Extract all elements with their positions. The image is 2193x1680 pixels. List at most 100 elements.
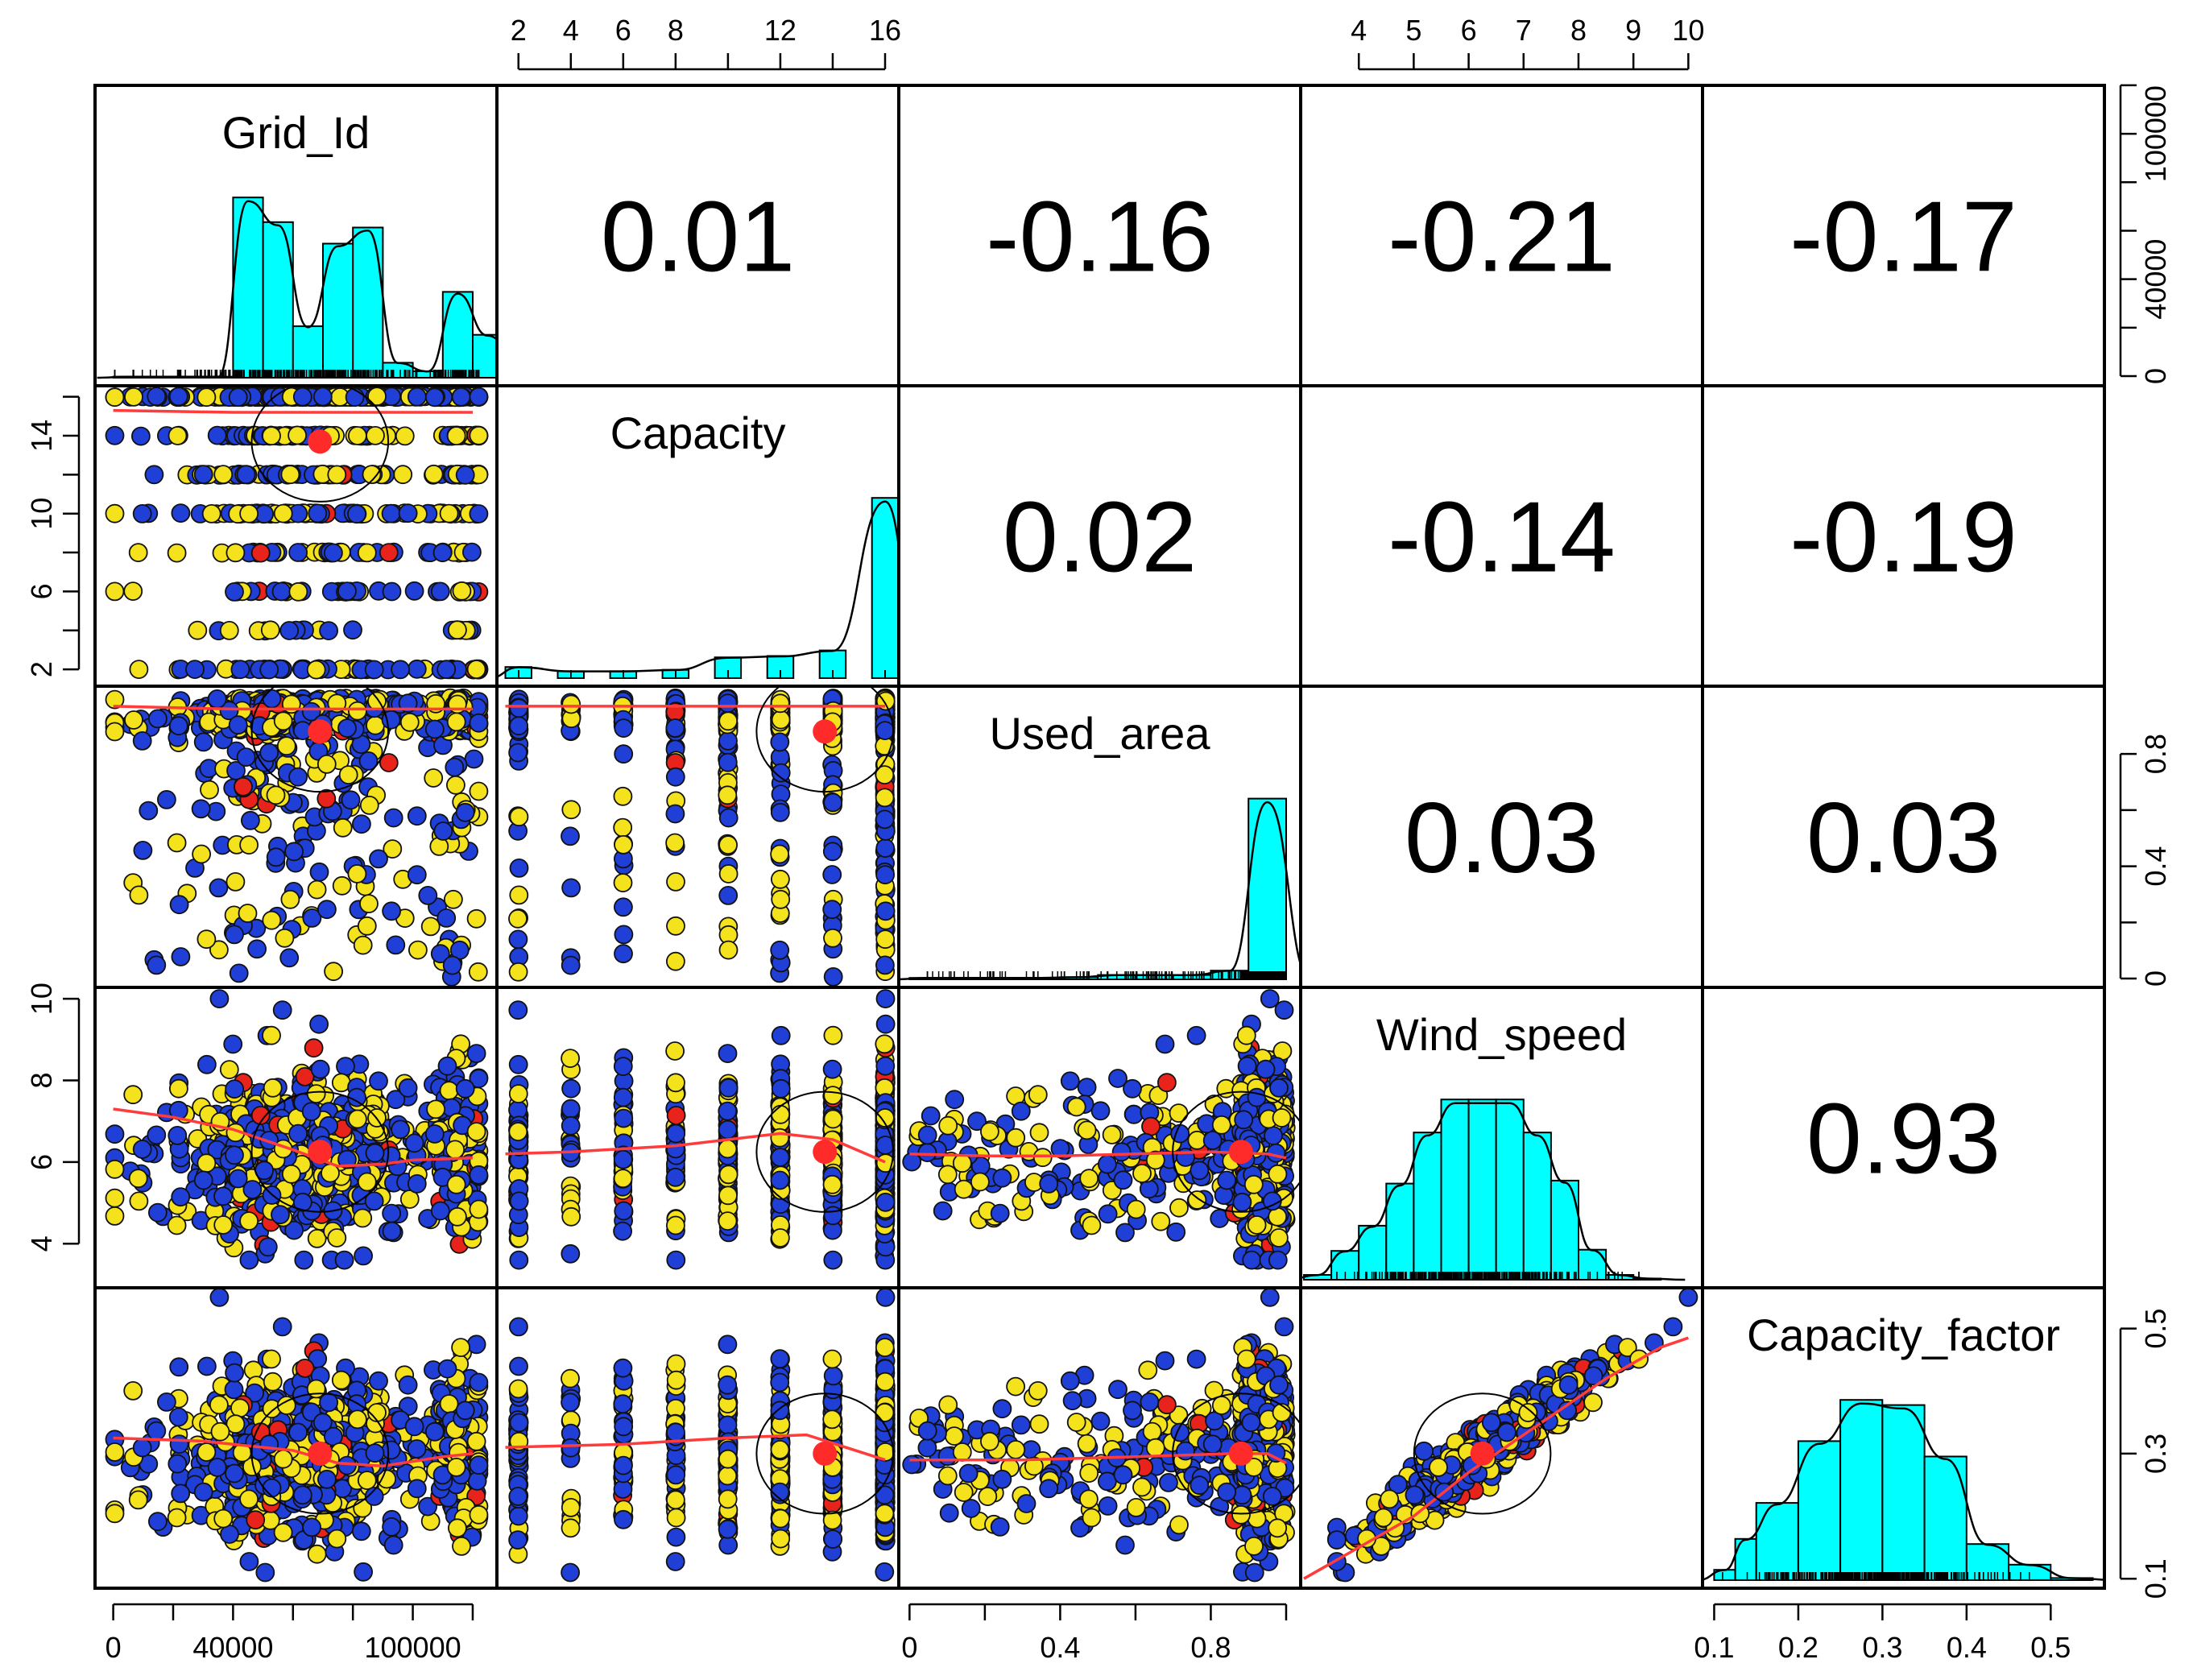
scatter-point bbox=[133, 841, 153, 860]
scatter-point bbox=[424, 719, 445, 739]
scatter-point bbox=[469, 387, 489, 407]
scatter-point bbox=[420, 917, 441, 937]
scatter-point bbox=[439, 1081, 459, 1101]
scatter-point bbox=[771, 710, 791, 730]
scatter-point bbox=[446, 426, 466, 445]
scatter-point bbox=[933, 1201, 953, 1221]
scatter-point bbox=[273, 503, 293, 523]
scatter-point bbox=[364, 1191, 384, 1211]
scatter-point bbox=[446, 712, 466, 732]
scatter-point bbox=[1256, 1059, 1276, 1079]
scatter-point bbox=[168, 1126, 188, 1145]
scatter-point bbox=[1234, 1110, 1254, 1130]
scatter-point bbox=[613, 817, 633, 838]
scatter-point bbox=[209, 940, 229, 960]
scatter-point bbox=[718, 1211, 738, 1231]
scatter-point bbox=[1211, 1115, 1231, 1135]
scatter-point bbox=[276, 736, 296, 756]
scatter-point bbox=[771, 869, 790, 889]
scatter-point bbox=[509, 1191, 529, 1211]
scatter-point bbox=[770, 693, 790, 714]
scatter-point bbox=[992, 1168, 1012, 1188]
scatter-point bbox=[614, 718, 634, 738]
scatter-point bbox=[770, 1128, 790, 1148]
scatter-point bbox=[353, 1208, 373, 1228]
centroid-point bbox=[813, 719, 838, 744]
scatter-point bbox=[341, 790, 361, 810]
scatter-point bbox=[240, 810, 260, 830]
scatter-point bbox=[168, 716, 188, 736]
scatter-point bbox=[262, 426, 281, 446]
scatter-point bbox=[132, 1140, 152, 1159]
scatter-point bbox=[469, 781, 489, 801]
scatter-point bbox=[271, 1205, 290, 1225]
scatter-point bbox=[1264, 1126, 1283, 1145]
scatter-point bbox=[169, 895, 189, 915]
scatter-point bbox=[561, 955, 581, 975]
scatter-point bbox=[398, 503, 418, 523]
correlation-ellipse bbox=[755, 688, 894, 793]
scatter-point bbox=[1090, 1101, 1111, 1121]
scatter-point bbox=[280, 889, 300, 909]
scatter-point bbox=[331, 1370, 351, 1390]
scatter-point bbox=[105, 503, 125, 523]
scatter-point bbox=[407, 387, 427, 407]
scatter-point bbox=[1236, 1025, 1256, 1045]
correlation-value: -0.16 bbox=[986, 182, 1214, 293]
scatter-point bbox=[147, 955, 167, 975]
correlation-ellipse bbox=[250, 688, 390, 793]
scatter-point bbox=[1242, 1250, 1262, 1270]
scatter-point bbox=[197, 1356, 217, 1376]
scatter-point bbox=[288, 1123, 308, 1144]
scatter-point bbox=[207, 689, 227, 709]
scatter-point bbox=[317, 788, 337, 809]
scatter-point bbox=[771, 1025, 791, 1045]
scatter-point bbox=[718, 1101, 738, 1121]
scatter-point bbox=[875, 765, 895, 784]
scatter-point bbox=[351, 1521, 371, 1541]
scatter-point bbox=[105, 722, 125, 742]
scatter-panel-wind-speed-vs-used-area bbox=[902, 989, 1299, 1270]
scatter-point bbox=[822, 842, 842, 862]
scatter-point bbox=[448, 620, 467, 640]
scatter-point bbox=[437, 660, 457, 680]
scatter-point bbox=[366, 715, 385, 735]
scatter-point bbox=[469, 1165, 489, 1185]
scatter-point bbox=[561, 1206, 581, 1227]
scatter-point bbox=[424, 387, 445, 408]
scatter-point bbox=[147, 709, 168, 729]
scatter-point bbox=[1247, 1215, 1267, 1235]
scatter-point bbox=[1079, 1169, 1099, 1189]
scatter-point bbox=[451, 387, 471, 407]
scatter-point bbox=[954, 1179, 974, 1199]
scatter-point bbox=[508, 908, 528, 929]
scatter-point bbox=[771, 763, 791, 783]
scatter-point bbox=[197, 1054, 217, 1074]
scatter-point bbox=[561, 694, 581, 714]
scatter-point bbox=[167, 1215, 187, 1235]
scatter-point bbox=[508, 743, 528, 763]
scatter-point bbox=[307, 879, 327, 900]
scatter-point bbox=[132, 504, 152, 523]
scatter-point bbox=[250, 543, 271, 563]
scatter-point bbox=[382, 581, 402, 602]
scatter-point bbox=[105, 425, 125, 445]
scatter-point bbox=[718, 886, 739, 905]
scatter-point bbox=[442, 955, 462, 975]
scatter-point bbox=[382, 901, 402, 921]
centroid-point bbox=[308, 719, 333, 744]
scatter-point bbox=[129, 1191, 149, 1211]
scatter-point bbox=[1157, 1073, 1177, 1093]
scatter-point bbox=[366, 426, 385, 445]
scatter-point bbox=[770, 844, 789, 864]
scatter-point bbox=[347, 864, 367, 883]
scatter-point bbox=[448, 694, 467, 714]
scatter-point bbox=[393, 465, 413, 485]
scatter-point bbox=[407, 659, 427, 679]
scatter-point bbox=[875, 989, 896, 1008]
scatter-point bbox=[875, 788, 895, 808]
scatter-point bbox=[266, 785, 286, 805]
scatter-point bbox=[1186, 1025, 1206, 1045]
scatter-point bbox=[875, 721, 895, 740]
scatter-point bbox=[875, 929, 896, 950]
